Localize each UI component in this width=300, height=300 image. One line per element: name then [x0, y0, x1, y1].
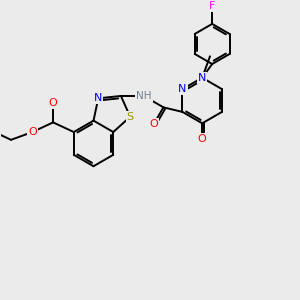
Text: O: O — [198, 134, 207, 144]
Text: N: N — [198, 73, 206, 83]
Text: NH: NH — [136, 91, 152, 101]
Text: O: O — [49, 98, 58, 108]
Text: S: S — [127, 112, 134, 122]
Text: O: O — [28, 127, 37, 137]
Text: N: N — [178, 84, 187, 94]
Text: N: N — [94, 93, 102, 103]
Text: O: O — [149, 119, 158, 129]
Text: NH: NH — [136, 91, 152, 101]
Text: F: F — [209, 1, 215, 11]
Text: NH: NH — [136, 91, 151, 101]
